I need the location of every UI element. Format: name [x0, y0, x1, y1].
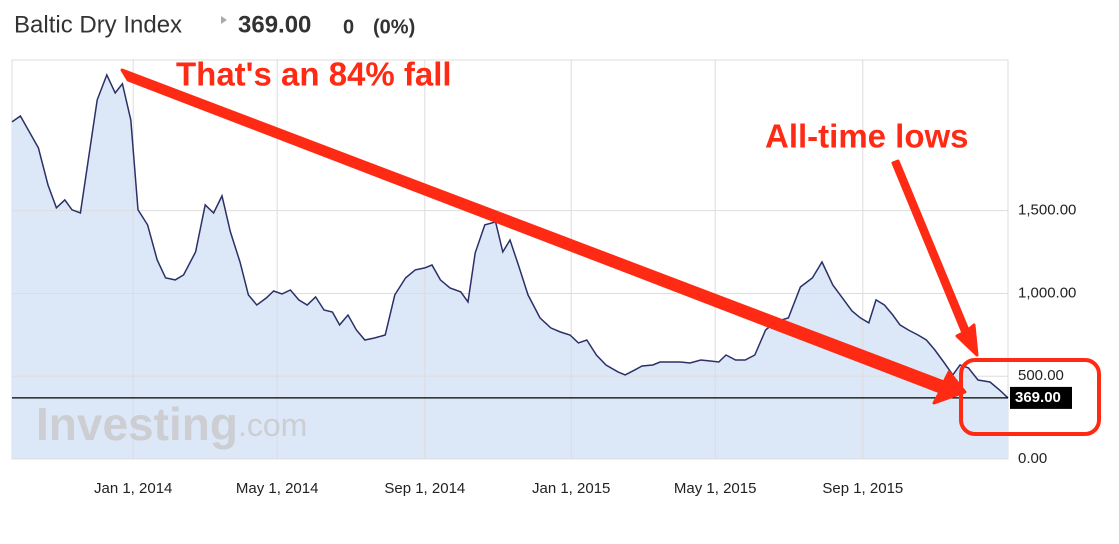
- x-tick-label: Jan 1, 2015: [532, 480, 610, 497]
- watermark-suffix: .com: [238, 407, 307, 443]
- x-tick-label: Sep 1, 2014: [384, 480, 465, 497]
- annotation: All-time lows: [765, 118, 969, 155]
- y-tick-label: 1,500.00: [1018, 202, 1076, 219]
- watermark-brand: Investing: [36, 398, 238, 450]
- y-tick-label: 1,000.00: [1018, 284, 1076, 301]
- chart-title: Baltic Dry Index: [14, 11, 182, 38]
- arrow: [120, 68, 967, 405]
- highlight-box: [959, 358, 1101, 436]
- status-icon: [221, 16, 227, 24]
- x-tick-label: May 1, 2015: [674, 480, 757, 497]
- y-tick-label: 500.00: [1018, 367, 1064, 384]
- annotations: That's an 84% fall All-time lows: [120, 56, 1101, 436]
- annotation: That's an 84% fall: [176, 56, 452, 93]
- area-fill: [12, 74, 1008, 460]
- x-tick-label: Jan 1, 2014: [94, 480, 172, 497]
- price: 369.00: [238, 11, 311, 38]
- x-tick-label: May 1, 2014: [236, 480, 319, 497]
- y-tick-label: 0.00: [1018, 450, 1047, 467]
- arrow: [891, 159, 979, 357]
- plot: 0.00 500.00 1,000.00 1,500.00 Jan 1, 2014 May…: [11, 59, 1076, 497]
- x-tick-label: Sep 1, 2015: [822, 480, 903, 497]
- line: [11, 72, 1009, 399]
- change: 0: [343, 16, 354, 38]
- current-price-label: 369.00: [1015, 389, 1061, 406]
- current-price-tag: [1010, 386, 1072, 409]
- watermark: Investing.com: [36, 398, 307, 450]
- change-percent: (0%): [373, 16, 415, 38]
